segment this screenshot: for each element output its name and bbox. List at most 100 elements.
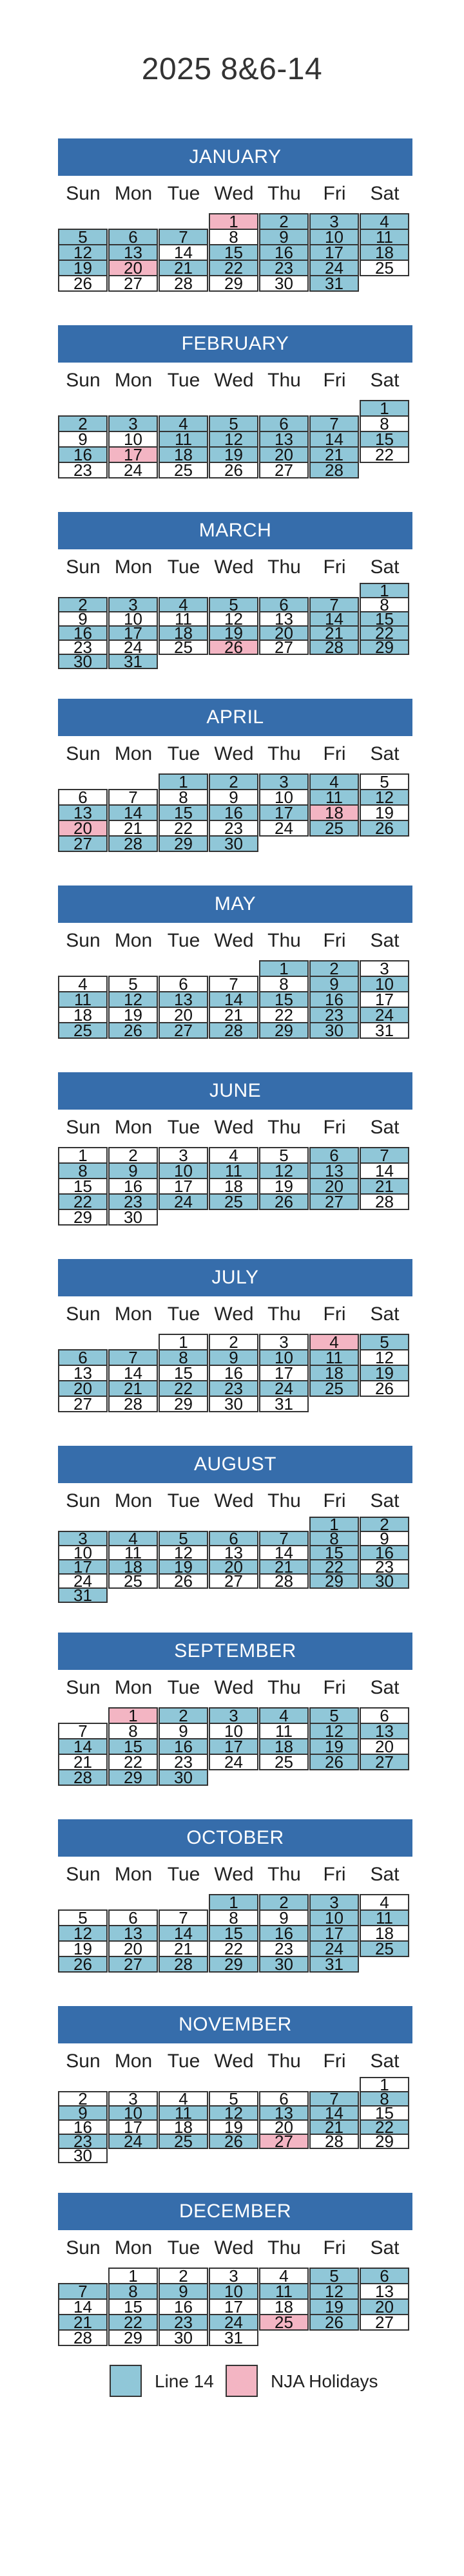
- day-cell: 28: [108, 1394, 158, 1414]
- day-cell: 25: [108, 1571, 158, 1591]
- weekday-header: Sun Mon Tue Wed Thu Fri Sat: [58, 740, 412, 768]
- day-cell: 28: [209, 1021, 258, 1040]
- weekday-label: Sun: [66, 1490, 101, 1511]
- day-cell: 17: [259, 1363, 309, 1383]
- day-cell: 4: [259, 2266, 309, 2286]
- day-cell: 19: [58, 258, 108, 278]
- weekday-label: Sat: [370, 2050, 400, 2072]
- day-cell: 23: [159, 2313, 208, 2332]
- weekday-label: Mon: [114, 1117, 153, 1138]
- weekday-label: Sun: [66, 2050, 101, 2072]
- weekday-label: Mon: [114, 1303, 153, 1325]
- weekday-label: Fri: [323, 2237, 346, 2259]
- weekday-label: Fri: [323, 1303, 346, 1325]
- day-cell: 25: [159, 2132, 208, 2151]
- day-cell: 29: [259, 1021, 309, 1040]
- day-cell: 28: [309, 638, 359, 657]
- weekday-label: Thu: [267, 1117, 301, 1138]
- day-cell: 14: [58, 2297, 108, 2316]
- day-cell: 23: [58, 638, 108, 657]
- day-cell: 14: [209, 990, 258, 1009]
- weekday-label: Sat: [370, 1303, 400, 1325]
- day-cell: 11: [209, 1161, 258, 1180]
- weekday-label: Sat: [370, 1864, 400, 1885]
- weekday-label: Mon: [114, 1864, 153, 1885]
- day-cell: 19: [159, 1557, 208, 1577]
- day-cell: 25: [159, 638, 208, 657]
- day-grid: 1 2 3 4 5 6 7 8 9 10 11 12 13 14 15 16 17 18 19 20 21 22 23 24 2…: [58, 959, 412, 1040]
- day-cell: 6: [259, 595, 309, 614]
- day-cell: 29: [108, 1768, 158, 1787]
- day-cell: 16: [309, 990, 359, 1009]
- day-cell: 11: [259, 1721, 309, 1741]
- weekday-label: Tue: [167, 930, 200, 951]
- day-grid: 1 2 3 4 5 6 7 8 9 10 11 12 13 14 15 16 17 18 19 20 21 22 23 24 2…: [58, 2266, 412, 2347]
- day-cell: 28: [309, 2132, 359, 2151]
- day-cell: 29: [159, 834, 208, 853]
- weekday-label: Mon: [114, 183, 153, 204]
- day-cell: 5: [309, 1706, 359, 1725]
- day-cell: 19: [309, 1737, 359, 1756]
- day-cell: 17: [209, 1737, 258, 1756]
- legend-label-nja-holidays: NJA Holidays: [271, 2371, 378, 2391]
- day-cell: 26: [360, 819, 409, 838]
- weekday-label: Wed: [214, 1490, 254, 1511]
- weekday-label: Sat: [370, 743, 400, 764]
- weekday-label: Tue: [167, 1117, 200, 1138]
- day-cell: 15: [360, 430, 409, 449]
- day-cell: 9: [58, 430, 108, 449]
- day-cell: 27: [209, 1571, 258, 1591]
- day-cell: 26: [58, 274, 108, 293]
- day-cell: 15: [209, 243, 258, 262]
- day-cell: 13: [259, 609, 309, 629]
- day-cell: 30: [259, 274, 309, 293]
- day-cell: 12: [209, 430, 258, 449]
- weekday-label: Sun: [66, 370, 101, 391]
- day-cell: 11: [360, 1908, 409, 1927]
- day-cell: 27: [108, 274, 158, 293]
- day-cell: 31: [108, 652, 158, 671]
- weekday-label: Fri: [323, 743, 346, 764]
- weekday-label: Sat: [370, 1490, 400, 1511]
- day-cell: 3: [108, 2089, 158, 2108]
- day-cell: 26: [360, 1379, 409, 1398]
- month-august: AUGUST Sun Mon Tue Wed Thu Fri Sat 1 2 3 4 5 6 7 8 9 10 11…: [58, 1446, 412, 1612]
- weekday-label: Wed: [214, 2050, 254, 2072]
- weekday-label: Thu: [267, 1677, 301, 1698]
- day-cell: 26: [309, 1752, 359, 1772]
- weekday-label: Mon: [114, 556, 153, 578]
- day-cell: 31: [309, 274, 359, 293]
- day-cell: 23: [209, 819, 258, 838]
- weekday-label: Sun: [66, 2237, 101, 2259]
- day-cell: 9: [209, 1348, 258, 1367]
- weekday-label: Tue: [167, 556, 200, 578]
- day-grid: 1 2 3 4 5 6 7 8 9 10 11 12 13 14 15 16 17 18 19 20 21 22 23 24 2…: [58, 1332, 412, 1414]
- weekday-label: Mon: [114, 2050, 153, 2072]
- day-cell: 9: [209, 788, 258, 807]
- month-banner: JANUARY: [58, 138, 412, 176]
- day-cell: 31: [58, 1586, 108, 1605]
- day-cell: 24: [259, 1379, 309, 1398]
- weekday-label: Tue: [167, 1677, 200, 1698]
- weekday-label: Mon: [114, 1490, 153, 1511]
- day-grid: 1 2 3 4 5 6 7 8 9 10 11 12 13 14 15 16 17 18 19 20 21 22 23 24 2…: [58, 1893, 412, 1974]
- weekday-label: Wed: [214, 183, 254, 204]
- weekday-header: Sun Mon Tue Wed Thu Fri Sat: [58, 1113, 412, 1142]
- day-cell: 26: [58, 1955, 108, 1974]
- weekday-label: Wed: [214, 1117, 254, 1138]
- day-cell: 6: [58, 788, 108, 807]
- day-cell: 16: [159, 2297, 208, 2316]
- day-cell: 12: [259, 1161, 309, 1180]
- weekday-header: Sun Mon Tue Wed Thu Fri Sat: [58, 366, 412, 395]
- month-june: JUNE Sun Mon Tue Wed Thu Fri Sat 1 2 3 4 5 6 7 8 9 10 11 12…: [58, 1072, 412, 1227]
- day-grid: 1 2 3 4 5 6 7 8 9 10 11 12 13 14 15 16 17 18 19 20 21 22 23 24 2…: [58, 2075, 412, 2172]
- weekday-label: Sat: [370, 1117, 400, 1138]
- day-cell: 30: [58, 652, 108, 671]
- weekday-label: Fri: [323, 1864, 346, 1885]
- month-banner: APRIL: [58, 699, 412, 736]
- day-cell: 22: [159, 819, 208, 838]
- day-cell: 12: [309, 2282, 359, 2301]
- day-cell: 15: [360, 2103, 409, 2123]
- day-cell: 7: [58, 1721, 108, 1741]
- day-cell: 13: [108, 243, 158, 262]
